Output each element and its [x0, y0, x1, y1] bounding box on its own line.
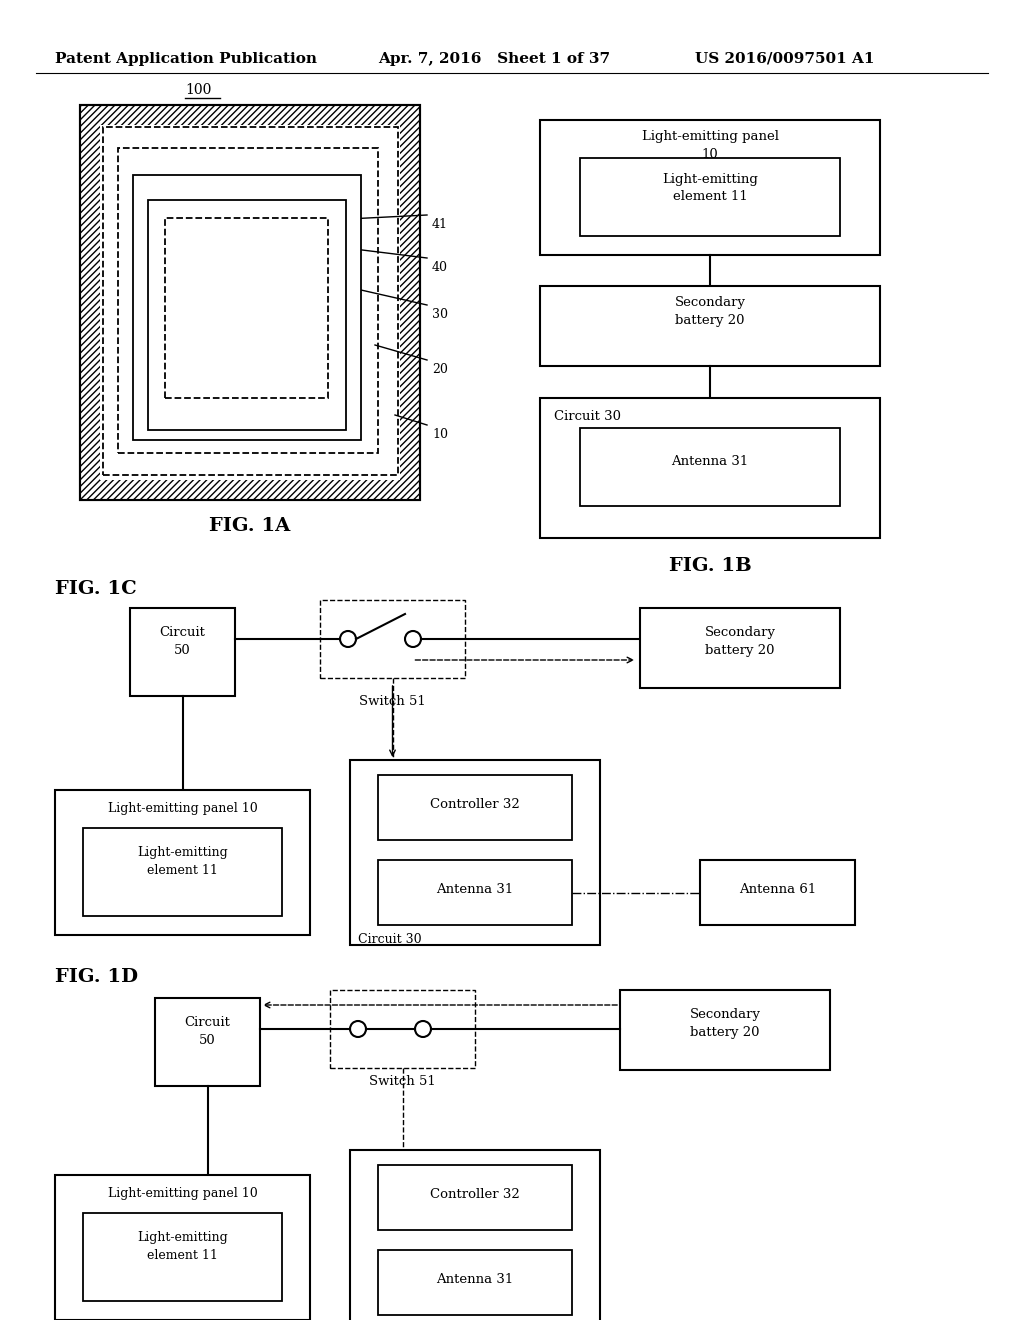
Text: Switch 51: Switch 51 [369, 1074, 436, 1088]
Bar [83, 828, 282, 916]
Bar [350, 1150, 600, 1320]
Bar [620, 990, 830, 1071]
Bar [155, 998, 260, 1086]
Text: Circuit 30: Circuit 30 [358, 933, 422, 946]
Text: 50: 50 [199, 1034, 216, 1047]
Bar [165, 218, 328, 399]
Bar [378, 861, 572, 925]
Bar [640, 609, 840, 688]
Bar [80, 106, 420, 500]
Text: FIG. 1B: FIG. 1B [669, 557, 752, 576]
Text: Antenna 31: Antenna 31 [436, 883, 514, 896]
Text: Light-emitting: Light-emitting [137, 1232, 228, 1243]
Bar [378, 775, 572, 840]
Text: Antenna 31: Antenna 31 [672, 455, 749, 469]
Text: Secondary: Secondary [705, 626, 775, 639]
Text: Light-emitting panel 10: Light-emitting panel 10 [108, 803, 257, 814]
Text: 41: 41 [432, 218, 449, 231]
Text: 40: 40 [432, 261, 449, 275]
Bar [55, 789, 310, 935]
Text: FIG. 1D: FIG. 1D [55, 968, 138, 986]
Text: Controller 32: Controller 32 [430, 1188, 520, 1201]
Bar [540, 120, 880, 255]
Text: US 2016/0097501 A1: US 2016/0097501 A1 [695, 51, 874, 66]
Bar [55, 1175, 310, 1320]
Text: Controller 32: Controller 32 [430, 799, 520, 810]
Bar [580, 158, 840, 236]
Bar [700, 861, 855, 925]
Text: Secondary: Secondary [689, 1008, 761, 1020]
Text: 10: 10 [701, 148, 719, 161]
Text: Patent Application Publication: Patent Application Publication [55, 51, 317, 66]
Text: 100: 100 [185, 83, 211, 96]
Text: Light-emitting: Light-emitting [137, 846, 228, 859]
Bar [319, 601, 465, 678]
Text: Circuit: Circuit [184, 1016, 230, 1030]
Text: battery 20: battery 20 [706, 644, 775, 657]
Bar [580, 428, 840, 506]
Bar [83, 1213, 282, 1302]
Bar [118, 148, 378, 453]
Text: Switch 51: Switch 51 [359, 696, 426, 708]
Text: element 11: element 11 [147, 1249, 218, 1262]
Text: 10: 10 [432, 428, 449, 441]
Bar [540, 286, 880, 366]
Bar [133, 176, 361, 440]
Text: Secondary: Secondary [675, 296, 745, 309]
Text: Light-emitting panel 10: Light-emitting panel 10 [108, 1187, 257, 1200]
Bar [350, 760, 600, 945]
Text: Antenna 61: Antenna 61 [739, 883, 816, 896]
Bar [130, 609, 234, 696]
Text: 20: 20 [432, 363, 447, 376]
Text: Circuit 30: Circuit 30 [554, 411, 621, 422]
Bar [100, 125, 400, 480]
Bar [148, 201, 346, 430]
Text: Apr. 7, 2016   Sheet 1 of 37: Apr. 7, 2016 Sheet 1 of 37 [378, 51, 610, 66]
Bar [330, 990, 475, 1068]
Bar [103, 127, 398, 475]
Text: battery 20: battery 20 [690, 1026, 760, 1039]
Text: Light-emitting: Light-emitting [663, 173, 758, 186]
Text: FIG. 1C: FIG. 1C [55, 579, 137, 598]
Text: battery 20: battery 20 [675, 314, 744, 327]
Text: 50: 50 [174, 644, 190, 657]
Text: 30: 30 [432, 308, 449, 321]
Text: Light-emitting panel: Light-emitting panel [641, 129, 778, 143]
Bar [80, 106, 420, 500]
Bar [540, 399, 880, 539]
Text: Antenna 31: Antenna 31 [436, 1272, 514, 1286]
Text: element 11: element 11 [673, 190, 748, 203]
Bar [378, 1250, 572, 1315]
Text: element 11: element 11 [147, 865, 218, 876]
Bar [378, 1166, 572, 1230]
Text: Circuit: Circuit [160, 626, 206, 639]
Text: FIG. 1A: FIG. 1A [209, 517, 291, 535]
